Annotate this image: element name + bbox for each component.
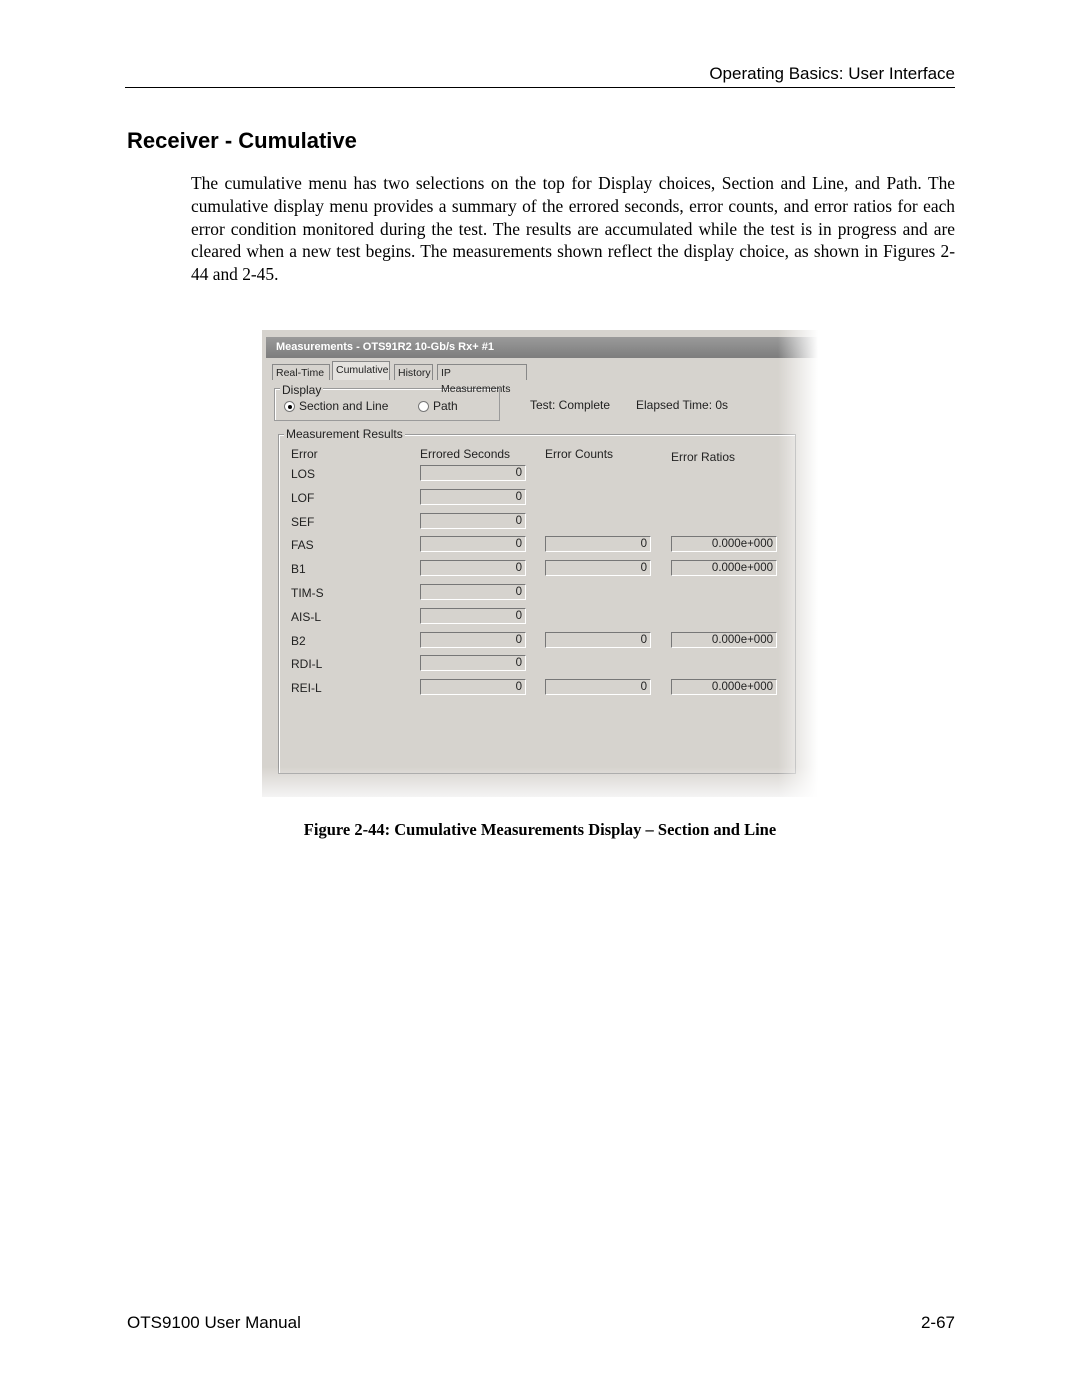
tab[interactable]: History — [394, 364, 433, 380]
error-name: TIM-S — [291, 586, 324, 600]
column-header: Error Ratios — [671, 450, 736, 464]
value-field: 0.000e+000 — [671, 560, 777, 577]
column-header: Error — [291, 447, 318, 461]
value-field: 0 — [420, 465, 526, 481]
tab[interactable]: IP Measurements — [437, 364, 527, 395]
screenshot: Measurements - OTS91R2 10-Gb/s Rx+ #1 Di… — [262, 330, 818, 797]
column-header: Errored Seconds — [420, 447, 511, 461]
radio-label[interactable]: Path — [433, 399, 458, 413]
value-field: 0 — [420, 560, 526, 577]
body-text: The cumulative menu has two selections o… — [191, 173, 955, 285]
error-name: RDI-L — [291, 657, 323, 672]
error-name: B1 — [291, 562, 306, 577]
value-field: 0 — [545, 536, 651, 553]
window-title: Measurements - OTS91R2 10-Gb/s Rx+ #1 — [266, 337, 818, 358]
figure-caption: Figure 2-44: Cumulative Measurements Dis… — [303, 820, 777, 839]
error-name: LOF — [291, 490, 315, 505]
value-field: 0 — [420, 631, 526, 648]
error-name: LOS — [291, 467, 316, 481]
error-name: FAS — [291, 538, 314, 553]
display-label: Display — [280, 383, 324, 397]
value-field: 0 — [545, 679, 651, 696]
error-name: SEF — [291, 514, 315, 529]
elapsed-time: Elapsed Time: 0s — [636, 398, 729, 412]
value-field: 0 — [420, 607, 526, 624]
error-name: REI-L — [291, 681, 322, 696]
header-section: Operating Basics: User Interface — [709, 64, 955, 83]
value-field: 0 — [420, 536, 526, 553]
value-field: 0 — [420, 584, 526, 600]
display-group — [274, 388, 500, 421]
radio-label[interactable]: Section and Line — [299, 399, 389, 413]
test-status: Test: Complete — [530, 398, 611, 412]
results-group — [278, 434, 796, 774]
column-header: Error Counts — [545, 447, 614, 461]
footer-right: 2-67 — [920, 1313, 955, 1332]
radio-button[interactable] — [418, 401, 429, 412]
error-name: AIS-L — [291, 609, 322, 624]
value-field: 0.000e+000 — [671, 679, 777, 696]
footer-left: OTS9100 User Manual — [127, 1313, 301, 1332]
value-field: 0 — [420, 512, 526, 529]
value-field: 0.000e+000 — [671, 536, 777, 553]
value-field: 0 — [545, 631, 651, 648]
tab[interactable]: Cumulative — [332, 361, 390, 380]
fade — [262, 767, 818, 797]
radio-button[interactable] — [284, 401, 295, 412]
fade — [778, 330, 818, 797]
value-field: 0 — [545, 560, 651, 577]
value-field: 0.000e+000 — [671, 631, 777, 648]
value-field: 0 — [420, 655, 526, 672]
tab[interactable]: Real-Time — [272, 364, 330, 380]
value-field: 0 — [420, 679, 526, 696]
header-rule — [125, 87, 955, 88]
results-label: Measurement Results — [284, 427, 405, 441]
heading: Receiver - Cumulative — [127, 128, 357, 153]
error-name: B2 — [291, 633, 306, 648]
value-field: 0 — [420, 488, 526, 505]
